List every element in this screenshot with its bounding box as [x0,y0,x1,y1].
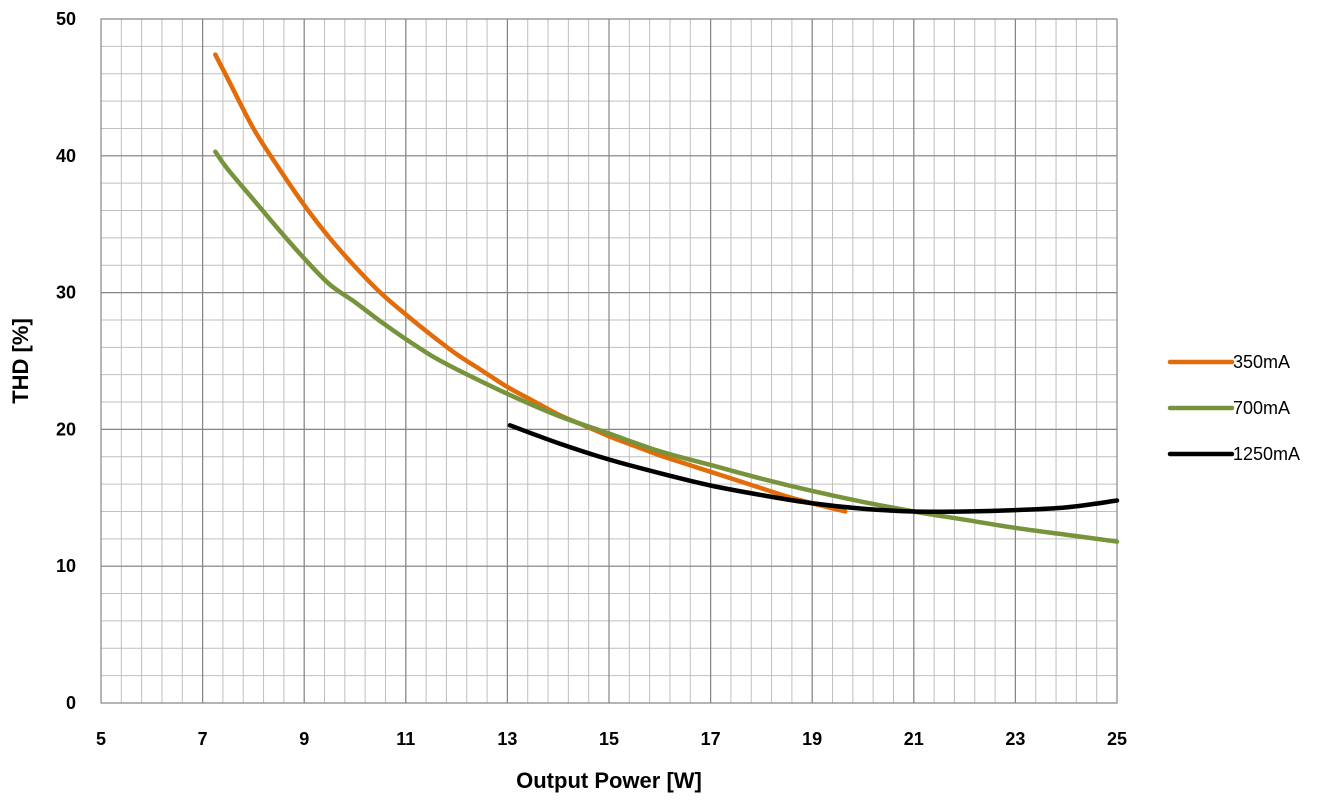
y-tick-label: 40 [56,146,76,166]
x-tick-label: 5 [96,729,106,749]
legend-label-700mA: 700mA [1233,398,1290,418]
x-axis-tick-labels: 5 7 9 11 13 15 17 19 21 23 25 [96,729,1127,749]
major-gridlines [100,18,1118,704]
x-tick-label: 7 [198,729,208,749]
x-tick-label: 19 [802,729,822,749]
series-line-350mA [213,52,848,514]
x-tick-label: 23 [1005,729,1025,749]
y-tick-label: 0 [66,693,76,713]
series-line-1250mA [507,423,1120,514]
x-tick-label: 25 [1107,729,1127,749]
x-tick-label: 21 [904,729,924,749]
y-axis-tick-labels: 0 10 20 30 40 50 [56,9,76,713]
y-tick-label: 10 [56,556,76,576]
y-tick-label: 30 [56,283,76,303]
x-tick-label: 13 [497,729,517,749]
x-tick-label: 11 [396,729,415,749]
legend-label-350mA: 350mA [1233,352,1290,372]
x-axis-title: Output Power [W] [516,768,702,793]
x-tick-label: 9 [299,729,309,749]
series-lines [213,52,1120,544]
y-axis-title: THD [%] [8,318,33,404]
plot-area-frame [100,18,1118,704]
legend-label-1250mA: 1250mA [1233,444,1300,464]
y-tick-label: 50 [56,9,76,29]
x-tick-label: 15 [599,729,619,749]
y-tick-label: 20 [56,419,76,439]
legend: 350mA 700mA 1250mA [1167,352,1300,464]
x-tick-label: 17 [701,729,721,749]
